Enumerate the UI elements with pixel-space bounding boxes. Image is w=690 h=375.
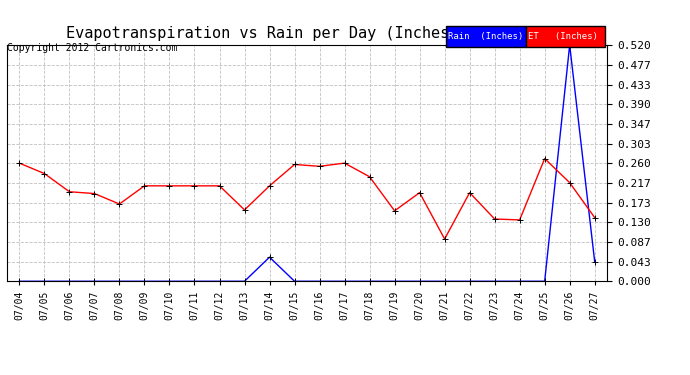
Text: ET   (Inches): ET (Inches) <box>528 32 598 41</box>
Text: Evapotranspiration vs Rain per Day (Inches) 20120728: Evapotranspiration vs Rain per Day (Inch… <box>66 26 541 41</box>
Text: Copyright 2012 Cartronics.com: Copyright 2012 Cartronics.com <box>7 43 177 53</box>
Text: Rain  (Inches): Rain (Inches) <box>448 32 524 41</box>
